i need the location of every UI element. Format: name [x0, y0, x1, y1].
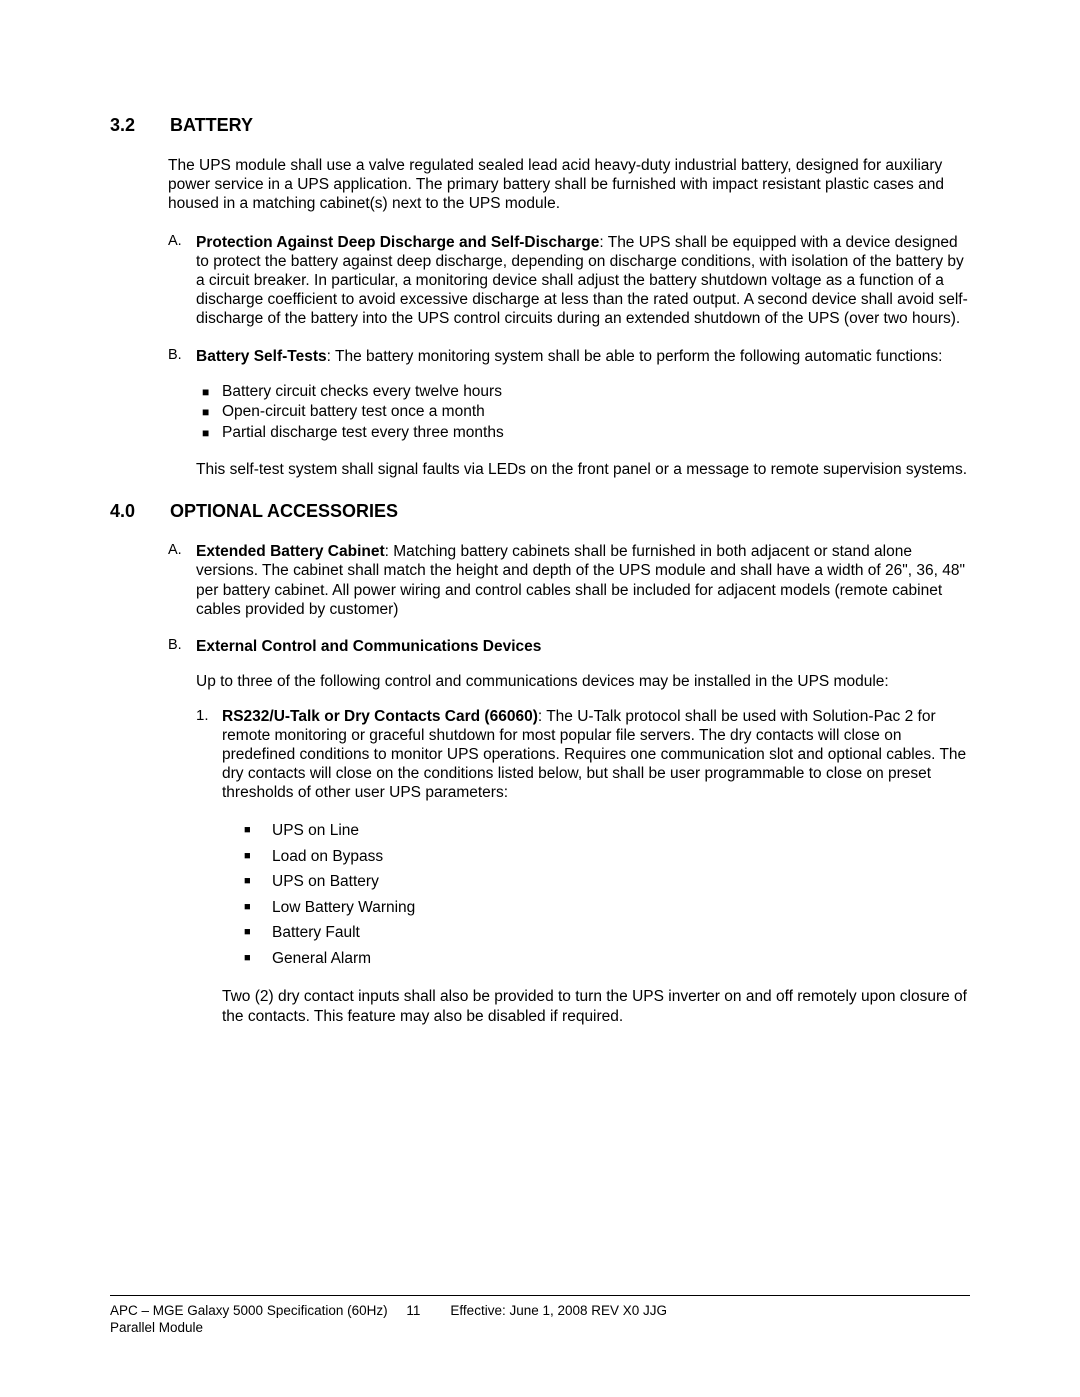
dry-contacts-list: UPS on Line Load on Bypass UPS on Batter…	[244, 818, 970, 971]
section-title: BATTERY	[170, 115, 253, 136]
after-list-text: This self-test system shall signal fault…	[196, 460, 970, 479]
item-letter: B.	[168, 347, 196, 480]
bullet-item: Open-circuit battery test once a month	[202, 402, 970, 423]
up-to-three-paragraph: Up to three of the following control and…	[196, 672, 970, 691]
item-lead-bold: Battery Self-Tests	[196, 348, 327, 365]
item-4-0-a: A. Extended Battery Cabinet: Matching ba…	[168, 542, 970, 618]
section-number: 3.2	[110, 115, 170, 136]
item-body: External Control and Communications Devi…	[196, 637, 970, 1040]
bullet-item: Partial discharge test every three month…	[202, 423, 970, 444]
item-3-2-a: A. Protection Against Deep Discharge and…	[168, 233, 970, 328]
footer-subtitle: Parallel Module	[110, 1320, 203, 1335]
section-number: 4.0	[110, 501, 170, 522]
item-4-0-b: B. External Control and Communications D…	[168, 637, 970, 1040]
item-body: Extended Battery Cabinet: Matching batte…	[196, 542, 970, 618]
section-3-2-list: A. Protection Against Deep Discharge and…	[168, 233, 970, 479]
item-letter: A.	[168, 233, 196, 328]
section-4-0-list: A. Extended Battery Cabinet: Matching ba…	[168, 542, 970, 1039]
bullet-item: Battery circuit checks every twelve hour…	[202, 382, 970, 403]
comm-device-1: 1. RS232/U-Talk or Dry Contacts Card (66…	[196, 707, 970, 1026]
footer-page-number: 11	[406, 1303, 420, 1318]
bullet-item: Load on Bypass	[244, 844, 970, 870]
item-letter: A.	[168, 542, 196, 618]
item-letter: B.	[168, 637, 196, 1040]
section-heading-3-2: 3.2 BATTERY	[110, 115, 970, 136]
item-lead-bold: Protection Against Deep Discharge and Se…	[196, 234, 599, 251]
comm-devices-list: 1. RS232/U-Talk or Dry Contacts Card (66…	[196, 707, 970, 1026]
bullet-item: Low Battery Warning	[244, 895, 970, 921]
footer-doc-title: APC – MGE Galaxy 5000 Specification (60H…	[110, 1303, 388, 1318]
dry-contact-inputs-text: Two (2) dry contact inputs shall also be…	[222, 987, 970, 1025]
item-lead-bold: Extended Battery Cabinet	[196, 543, 385, 560]
section-heading-4-0: 4.0 OPTIONAL ACCESSORIES	[110, 501, 970, 522]
item-lead-bold: External Control and Communications Devi…	[196, 638, 541, 655]
bullet-item: Battery Fault	[244, 920, 970, 946]
item-lead-rest: : The battery monitoring system shall be…	[327, 348, 943, 365]
bullet-item: UPS on Line	[244, 818, 970, 844]
footer-rule	[110, 1295, 970, 1296]
num-lead-bold: RS232/U-Talk or Dry Contacts Card (66060…	[222, 708, 538, 725]
document-page: 3.2 BATTERY The UPS module shall use a v…	[0, 0, 1080, 1397]
item-3-2-b: B. Battery Self-Tests: The battery monit…	[168, 347, 970, 480]
footer-effective-date: Effective: June 1, 2008 REV X0 JJG	[450, 1303, 667, 1318]
item-body: Protection Against Deep Discharge and Se…	[196, 233, 970, 328]
page-footer: APC – MGE Galaxy 5000 Specification (60H…	[110, 1295, 970, 1337]
bullet-item: General Alarm	[244, 946, 970, 972]
footer-text: APC – MGE Galaxy 5000 Specification (60H…	[110, 1302, 970, 1337]
bullet-item: UPS on Battery	[244, 869, 970, 895]
num-label: 1.	[196, 707, 222, 1026]
section-title: OPTIONAL ACCESSORIES	[170, 501, 398, 522]
num-body: RS232/U-Talk or Dry Contacts Card (66060…	[222, 707, 970, 1026]
section-3-2-intro: The UPS module shall use a valve regulat…	[168, 156, 970, 213]
item-body: Battery Self-Tests: The battery monitori…	[196, 347, 970, 480]
battery-self-test-list: Battery circuit checks every twelve hour…	[202, 382, 970, 445]
